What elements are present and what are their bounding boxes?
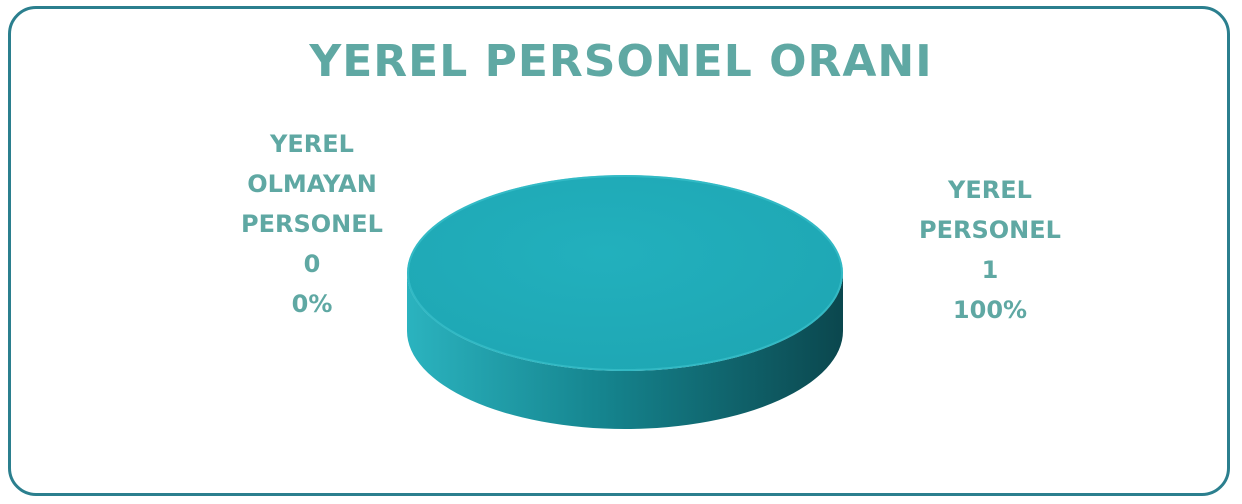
chart-title: YEREL PERSONEL ORANI bbox=[309, 36, 933, 87]
data-label-name-line: PERSONEL bbox=[919, 216, 1061, 244]
data-label-value: 0 bbox=[303, 250, 321, 278]
data-label-value: 1 bbox=[981, 256, 999, 284]
data-label-name-line: PERSONEL bbox=[241, 210, 383, 238]
pie-slice-side-yerel-personel bbox=[407, 273, 843, 429]
data-label-percent: 100% bbox=[952, 296, 1028, 324]
data-label-yerel-olmayan-personel: YEREL OLMAYAN PERSONEL 0 0% bbox=[202, 124, 422, 324]
data-label-name-line: YEREL bbox=[948, 176, 1032, 204]
data-label-name-line: OLMAYAN bbox=[247, 170, 377, 198]
data-label-percent: 0% bbox=[291, 290, 333, 318]
data-label-name-line: YEREL bbox=[270, 130, 354, 158]
pie-slice-yerel-personel bbox=[407, 175, 843, 371]
data-label-yerel-personel: YEREL PERSONEL 1 100% bbox=[880, 170, 1100, 330]
pie-slice-rim bbox=[407, 175, 843, 371]
